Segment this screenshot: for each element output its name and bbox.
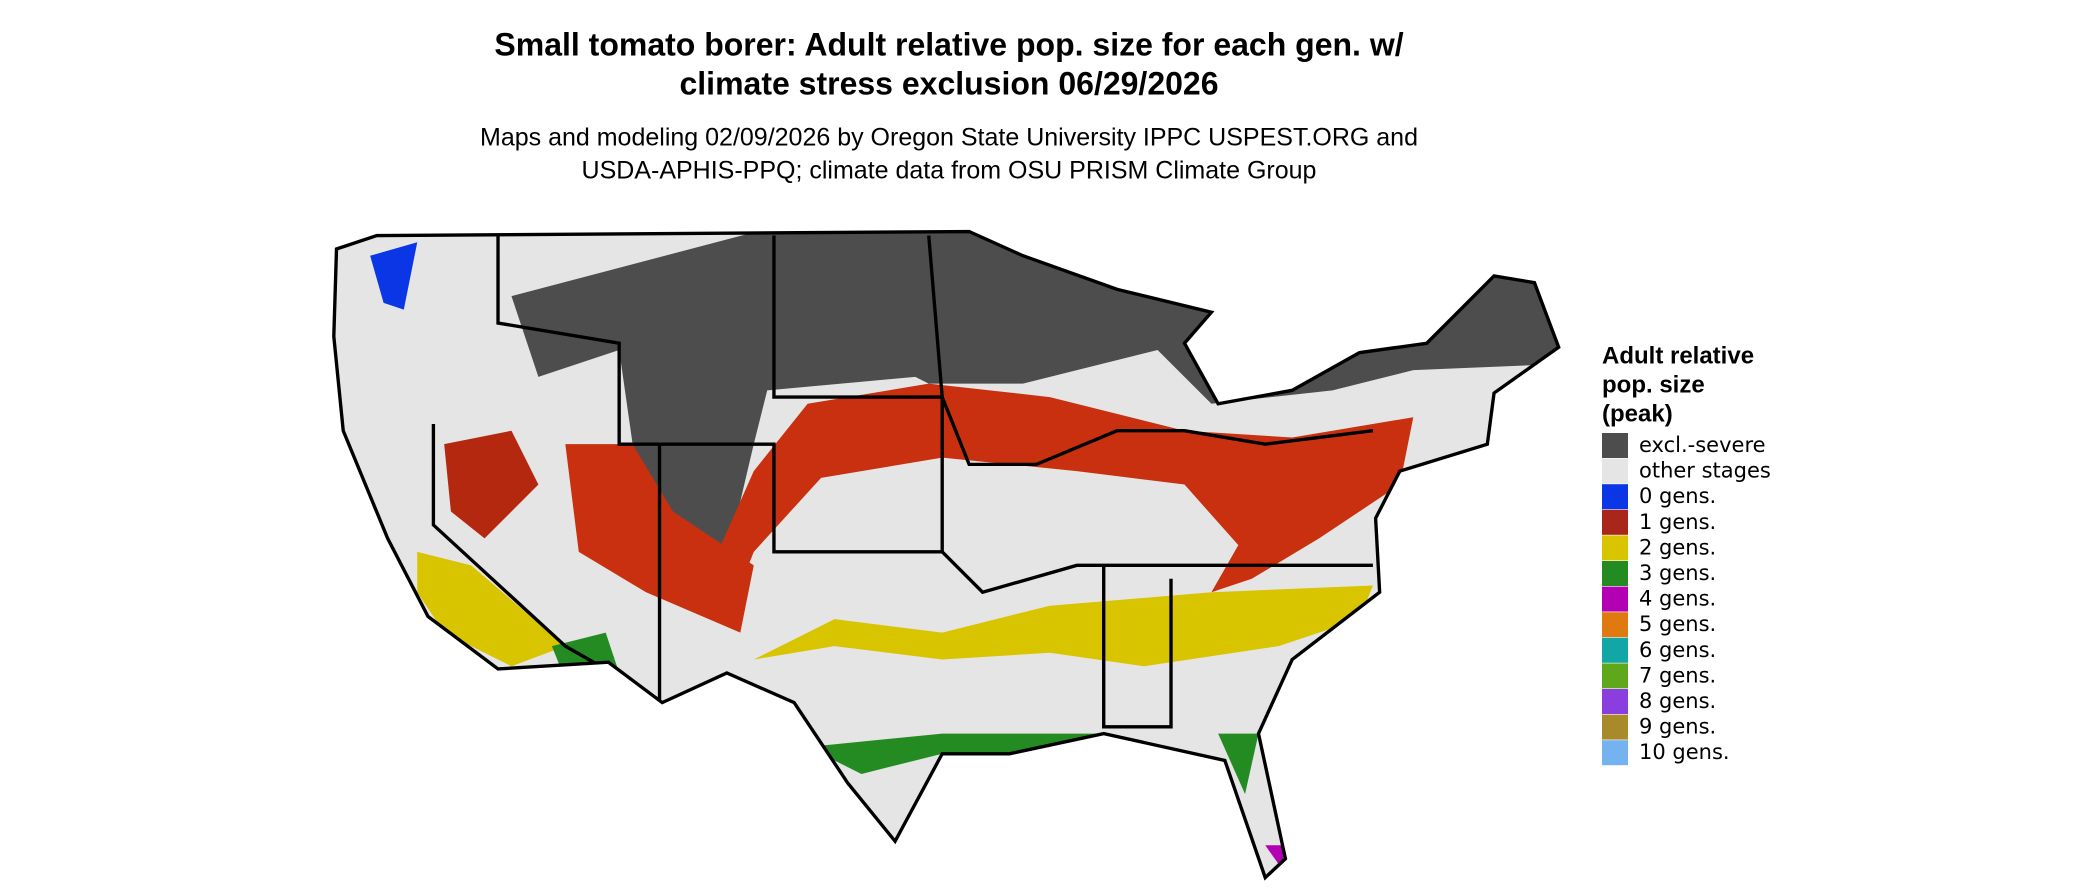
legend-label: 3 gens. xyxy=(1639,561,1716,585)
legend-label: 9 gens. xyxy=(1639,715,1716,739)
legend-label: 8 gens. xyxy=(1639,689,1716,713)
subtitle: Maps and modeling 02/09/2026 by Oregon S… xyxy=(480,124,1418,152)
legend-label: 6 gens. xyxy=(1639,638,1716,662)
legend-label: other stages xyxy=(1639,459,1771,483)
legend-swatch xyxy=(1602,535,1628,561)
title: climate stress exclusion 06/29/2026 xyxy=(679,65,1218,101)
legend-swatch xyxy=(1602,663,1628,689)
legend-swatch xyxy=(1602,637,1628,663)
legend-swatch xyxy=(1602,509,1628,535)
legend-title: (peak) xyxy=(1602,400,1673,427)
legend-label: 7 gens. xyxy=(1639,663,1716,687)
legend-title: Adult relative xyxy=(1602,342,1754,369)
subtitle: USDA-APHIS-PPQ; climate data from OSU PR… xyxy=(582,157,1317,185)
legend-label: 1 gens. xyxy=(1639,510,1716,534)
legend-swatch xyxy=(1602,458,1628,484)
legend-label: 4 gens. xyxy=(1639,587,1716,611)
map-outline xyxy=(332,229,1561,881)
legend-title: pop. size xyxy=(1602,371,1705,398)
legend-label: 2 gens. xyxy=(1639,535,1716,559)
legend-swatch xyxy=(1602,484,1628,510)
legend-swatch xyxy=(1602,612,1628,638)
legend-swatch xyxy=(1602,561,1628,586)
legend-label: excl.-severe xyxy=(1639,433,1766,457)
title: Small tomato borer: Adult relative pop. … xyxy=(494,26,1403,62)
legend-swatch xyxy=(1602,740,1628,766)
legend-swatch xyxy=(1602,586,1628,612)
legend-label: 0 gens. xyxy=(1639,484,1716,508)
legend-swatch xyxy=(1602,433,1628,458)
legend-swatch xyxy=(1602,714,1628,740)
legend-label: 10 gens. xyxy=(1639,740,1730,764)
map xyxy=(333,231,1559,878)
legend-swatch xyxy=(1602,689,1628,714)
legend-label: 5 gens. xyxy=(1639,612,1716,636)
